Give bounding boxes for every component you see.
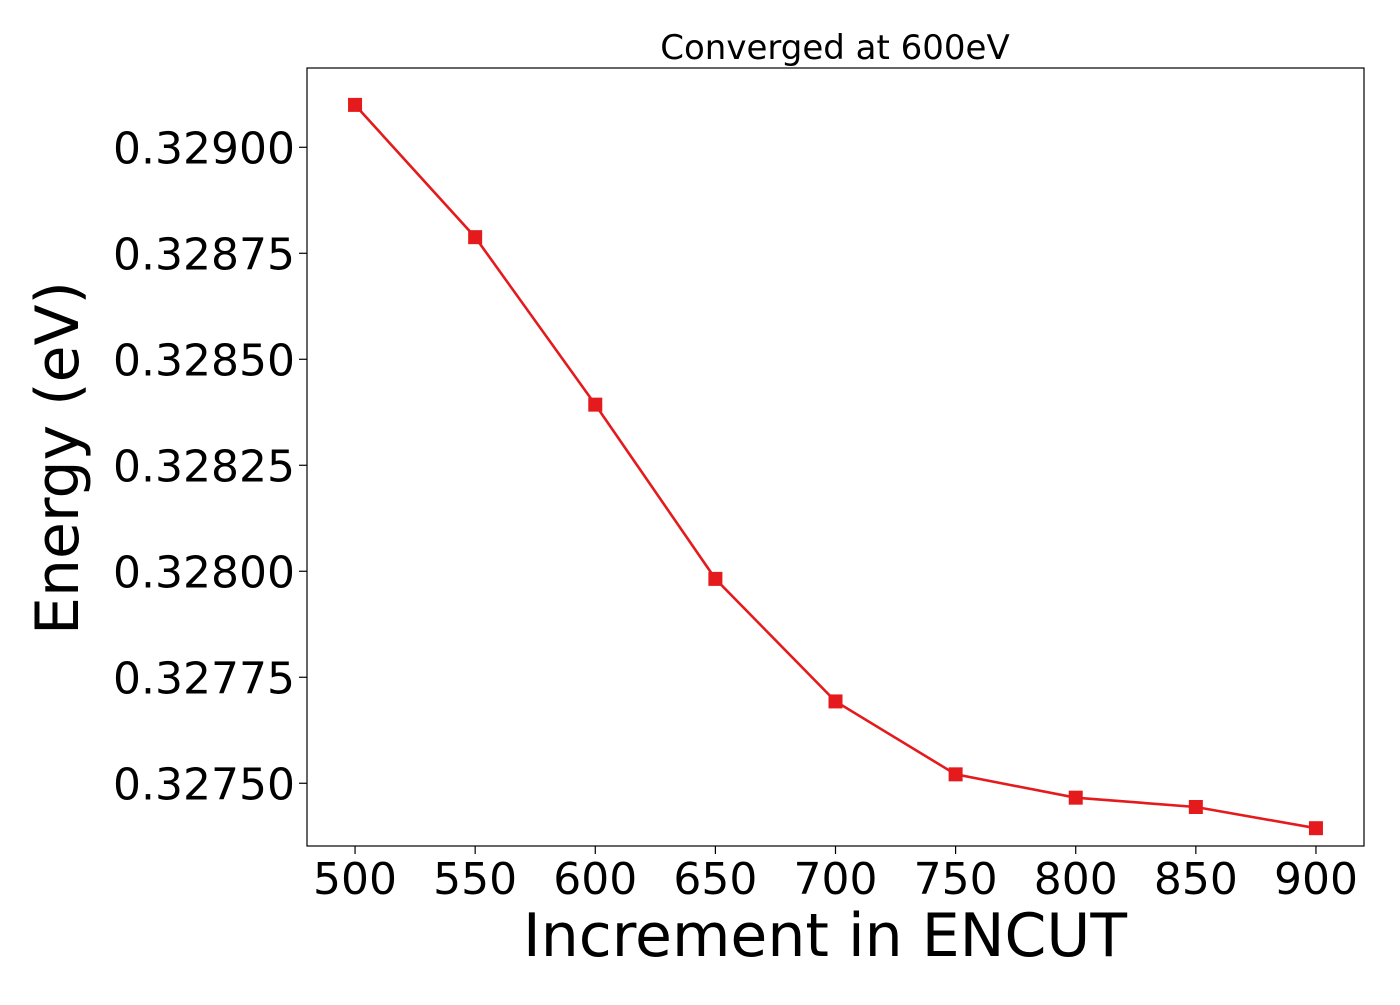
data-point-marker (708, 571, 723, 586)
data-point-marker (828, 694, 843, 709)
x-tick-label: 600 (553, 854, 637, 905)
y-axis-ticks: 0.32750 0.32775 0.32800 0.32825 0.32850 0.328… (113, 123, 307, 810)
data-point-marker (948, 767, 963, 782)
data-point-marker (468, 230, 483, 245)
x-axis-ticks: 500 550 600 650 700 750 800 850 900 (313, 846, 1358, 905)
y-tick-label: 0.32850 (113, 335, 295, 386)
y-tick-label: 0.32800 (113, 547, 295, 598)
y-tick-label: 0.32750 (113, 759, 295, 810)
data-point-marker (1188, 799, 1203, 814)
x-tick-label: 850 (1154, 854, 1238, 905)
data-point-marker (588, 397, 603, 412)
x-tick-label: 500 (313, 854, 397, 905)
x-tick-label: 800 (1034, 854, 1118, 905)
x-tick-label: 550 (433, 854, 517, 905)
y-tick-label: 0.32775 (113, 653, 295, 704)
plot-area (306, 67, 1365, 847)
y-tick-label: 0.32875 (113, 229, 295, 280)
x-tick-label: 700 (794, 854, 878, 905)
series-layer (348, 97, 1323, 836)
chart-title: Converged at 600eV (660, 28, 1009, 68)
x-tick-label: 750 (914, 854, 998, 905)
x-tick-label: 900 (1274, 854, 1358, 905)
y-axis-label: Energy (eV) (23, 281, 93, 635)
x-tick-label: 650 (673, 854, 757, 905)
y-tick-label: 0.32900 (113, 123, 295, 174)
y-tick-label: 0.32825 (113, 441, 295, 492)
data-point-marker (1068, 790, 1083, 805)
data-point-marker (1308, 821, 1323, 836)
x-axis-label: Increment in ENCUT (523, 901, 1127, 971)
data-point-marker (348, 97, 363, 112)
